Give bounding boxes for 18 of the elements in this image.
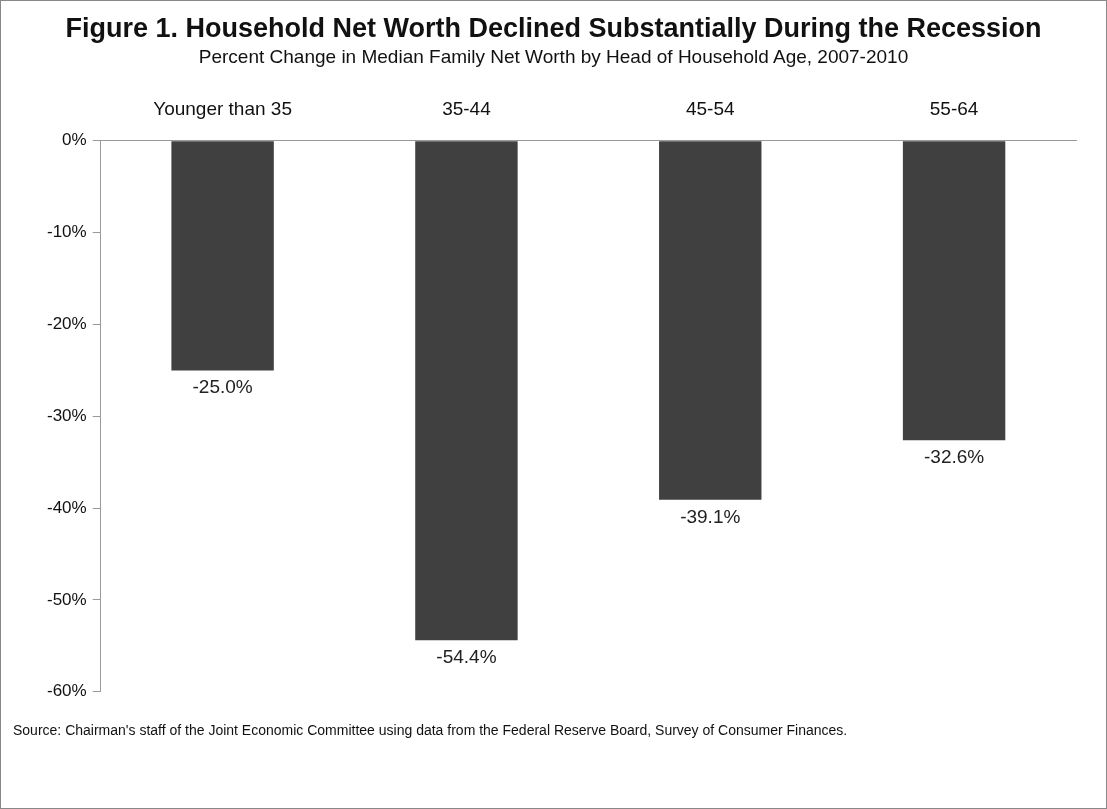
y-tick-label: 0%	[62, 130, 87, 150]
data-label: -39.1%	[680, 505, 741, 527]
chart-title: Figure 1. Household Net Worth Declined Substantially During the Recession	[64, 13, 1043, 44]
y-tick-label: -10%	[47, 222, 87, 242]
data-label: -32.6%	[923, 445, 985, 467]
x-tick-label: 35-44	[442, 97, 492, 119]
chart-subtitle: Percent Change in Median Family Net Worth by Head of Household Age, 2007-2010	[197, 46, 910, 68]
data-label: -54.4%	[436, 646, 497, 668]
y-tick-label: -50%	[47, 589, 87, 609]
y-tick-label: -40%	[47, 497, 87, 517]
y-tick-label: -60%	[47, 681, 87, 701]
source-note: Source: Chairman's staff of the Joint Economic Committee using data from the Federal Reserve Board, Survey of Consumer Finances.	[13, 722, 849, 738]
x-tick-label: Younger than 35	[153, 97, 292, 119]
y-tick-label: -30%	[47, 405, 87, 425]
data-label: -25.0%	[192, 376, 253, 398]
y-tick-label: -20%	[47, 314, 87, 334]
x-tick-label: 45-54	[685, 97, 735, 119]
x-tick-label: 55-64	[929, 97, 979, 119]
